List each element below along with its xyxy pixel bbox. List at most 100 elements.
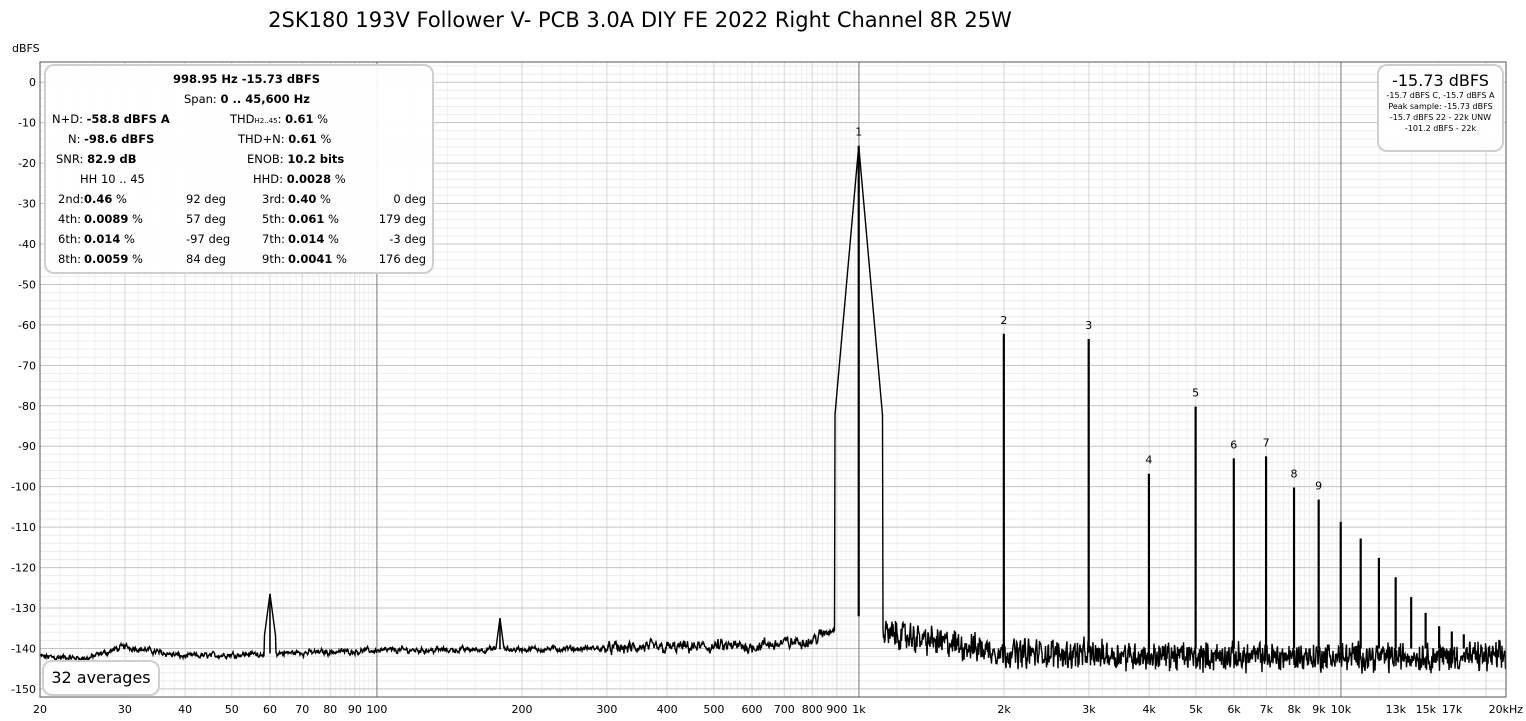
harmonic-number-label: 1	[855, 126, 862, 139]
harmonic-number-label: 9	[1315, 480, 1322, 493]
y-tick-label: -130	[11, 602, 36, 615]
y-tick-label: -150	[11, 683, 36, 696]
x-tick-label: 600	[741, 703, 762, 716]
harmonic-row-phase: -97 deg	[186, 232, 231, 246]
harmonic-row-unit: %	[316, 192, 331, 206]
harmonic-row-unit: %	[324, 212, 339, 226]
stats-panel: 998.95 Hz -15.73 dBFS Span: 0 .. 45,600 …	[44, 64, 434, 274]
x-tick-label: 300	[596, 703, 617, 716]
snr-readout: SNR: 82.9 dB	[56, 152, 136, 166]
harmonic-row-label: 3rd:	[262, 192, 286, 206]
noise-value: -98.6 dBFS	[84, 132, 155, 146]
fundamental-readout: 998.95 Hz -15.73 dBFS	[173, 72, 320, 86]
harmonic-number-label: 4	[1145, 454, 1152, 467]
peak-weighted: -15.7 dBFS C, -15.7 dBFS A	[1386, 91, 1495, 100]
y-tick-label: -80	[18, 400, 36, 413]
harmonic-labels: 1 2 3 4 5 6 7 8 9	[855, 126, 1322, 493]
y-tick-label: -30	[18, 198, 36, 211]
y-tick-label: -70	[18, 359, 36, 372]
thd-value: 0.61	[285, 112, 314, 126]
harmonic-row-phase: 176 deg	[378, 252, 426, 266]
harmonic-number-label: 3	[1085, 319, 1092, 332]
harmonic-row-value: 0.0089 %	[84, 212, 143, 226]
thd-sub: H2..45	[254, 117, 278, 125]
snr-label: SNR:	[56, 152, 84, 166]
x-tick-label: 100	[366, 703, 387, 716]
harmonic-row-phase: 92 deg	[186, 192, 226, 206]
y-tick-label: -90	[18, 440, 36, 453]
x-tick-label: 500	[703, 703, 724, 716]
x-tick-label: 7k	[1260, 703, 1274, 716]
harmonic-row-phase: -3 deg	[389, 232, 426, 246]
thd-readout: THDH2..45: 0.61 %	[230, 112, 328, 126]
harmonic-number-label: 7	[1263, 436, 1270, 449]
x-tick-label: 1k	[852, 703, 866, 716]
x-tick-label: 90	[348, 703, 362, 716]
y-tick-label: -50	[18, 278, 36, 291]
x-tick-label: 20	[33, 703, 47, 716]
thd-unit: %	[317, 112, 329, 126]
noise-floor-trace	[39, 146, 1507, 674]
harmonic-row-label: 9th:	[262, 252, 285, 266]
y-tick-label: 0	[29, 76, 36, 89]
harmonic-number-label: 2	[1000, 314, 1007, 327]
hhd-label: HHD:	[253, 172, 284, 186]
y-tick-label: -140	[11, 642, 36, 655]
y-tick-label: -120	[11, 562, 36, 575]
peak-noise: -101.2 dBFS - 22k	[1404, 124, 1477, 133]
harmonic-number-label: 5	[1192, 387, 1199, 400]
x-tick-label: 9k	[1312, 703, 1326, 716]
snr-value: 82.9 dB	[87, 152, 137, 166]
x-tick-label: 13k	[1386, 703, 1407, 716]
peak-sample: Peak sample: -15.73 dBFS	[1388, 102, 1493, 111]
x-tick-label: 400	[657, 703, 678, 716]
x-tick-label: 20kHz	[1489, 703, 1524, 716]
harmonic-row-value: 0.0041 %	[288, 252, 347, 266]
harmonic-row-phase: 0 deg	[393, 192, 426, 206]
span-value: 0 .. 45,600 Hz	[220, 92, 310, 106]
hh-range: HH 10 .. 45	[80, 172, 145, 186]
harmonic-row-value: 0.014 %	[84, 232, 135, 246]
harmonic-row-unit: %	[128, 252, 143, 266]
nd-readout: N+D: -58.8 dBFS A	[52, 112, 170, 126]
x-tick-label: 30	[118, 703, 132, 716]
harmonic-row-unit: %	[112, 192, 127, 206]
x-tick-label: 2k	[997, 703, 1011, 716]
harmonic-row-phase: 84 deg	[186, 252, 226, 266]
thdn-unit: %	[320, 132, 332, 146]
x-tick-label: 3k	[1082, 703, 1096, 716]
harmonic-row-label: 7th:	[262, 232, 285, 246]
x-tick-label: 4k	[1142, 703, 1156, 716]
peak-level: -15.73 dBFS	[1392, 71, 1489, 90]
enob-label: ENOB:	[247, 152, 284, 166]
x-tick-label: 15k	[1416, 703, 1437, 716]
chart-title: 2SK180 193V Follower V- PCB 3.0A DIY FE …	[268, 8, 1012, 32]
thd-label: THD	[230, 112, 255, 126]
hhd-value: 0.0028	[286, 172, 332, 186]
peak-panel: -15.73 dBFS -15.7 dBFS C, -15.7 dBFS A P…	[1377, 64, 1504, 152]
harmonic-row-phase: 57 deg	[186, 212, 226, 226]
nd-value: -58.8 dBFS A	[86, 112, 170, 126]
x-tick-label: 900	[826, 703, 847, 716]
averages-badge: 32 averages	[42, 660, 160, 696]
thdn-readout: THD+N: 0.61 %	[238, 132, 331, 146]
y-tick-label: -10	[18, 117, 36, 130]
nd-label: N+D:	[52, 112, 83, 126]
x-tick-label: 17k	[1442, 703, 1463, 716]
x-tick-labels: 20 30 40 50 60 70 80 90 100 200 300 400 500 600 700 800…	[33, 703, 1523, 716]
y-tick-labels: 0 -10 -20 -30 -40 -50 -60 -70 -80 -90 -100 -110 -120…	[11, 76, 36, 696]
noise-label: N:	[68, 132, 81, 146]
hhd-readout: HHD: 0.0028 %	[253, 172, 346, 186]
harmonic-row-label: 6th:	[58, 232, 81, 246]
x-tick-label: 800	[802, 703, 823, 716]
peak-unweighted: -15.7 dBFS 22 - 22k UNW	[1389, 113, 1492, 122]
enob-value: 10.2 bits	[287, 152, 345, 166]
harmonic-row-unit: %	[120, 232, 135, 246]
y-axis-unit: dBFS	[12, 42, 40, 55]
x-tick-label: 40	[178, 703, 192, 716]
harmonic-number-label: 8	[1291, 467, 1298, 480]
thdn-value: 0.61	[288, 132, 317, 146]
noise-readout: N: -98.6 dBFS	[68, 132, 154, 146]
harmonic-row-label: 8th:	[58, 252, 81, 266]
harmonic-row-unit: %	[332, 252, 347, 266]
